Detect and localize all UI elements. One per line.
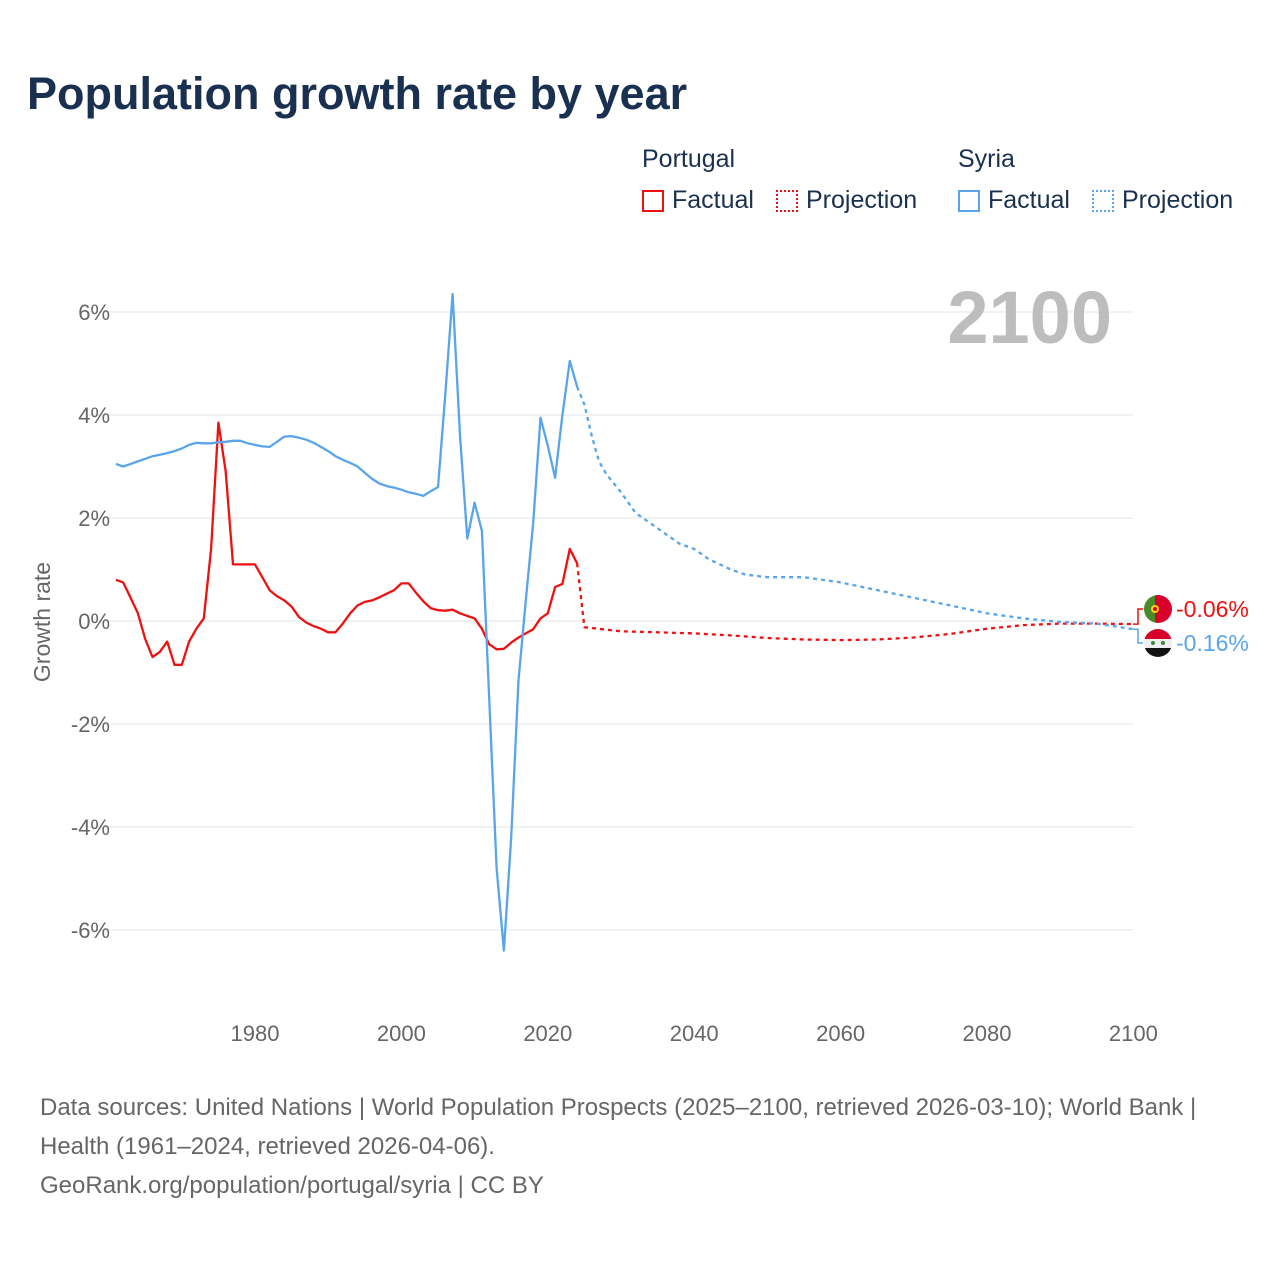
end-label-syria: -0.16% [1176, 630, 1249, 656]
series-syria-factual [115, 292, 579, 952]
series-portugal-projection [575, 563, 1134, 642]
flag-red [1155, 595, 1172, 623]
footer-credit[interactable]: GeoRank.org/population/portugal/syria | … [40, 1172, 544, 1199]
x-tick-label: 1980 [231, 1021, 280, 1046]
footer-sources: Data sources: United Nations | World Pop… [40, 1094, 1197, 1160]
flag-syria-icon [1144, 629, 1172, 657]
legend-swatch [1092, 189, 1114, 212]
flag-red [1144, 629, 1172, 639]
x-tick-label: 2100 [1109, 1021, 1158, 1046]
y-tick-label: 4% [78, 403, 110, 428]
x-tick-label: 2000 [377, 1021, 426, 1046]
x-tick-label: 2020 [523, 1021, 572, 1046]
flag-portugal-icon [1144, 595, 1172, 623]
x-tick-label: 2060 [816, 1021, 865, 1046]
legend-syria-heading: Syria [958, 145, 1015, 173]
y-tick-label: 0% [78, 609, 110, 634]
page-title: Population growth rate by year [27, 68, 688, 119]
flag-star [1151, 641, 1155, 645]
legend-syria-projection[interactable]: Projection [1092, 186, 1233, 215]
legend-portugal-heading: Portugal [642, 145, 736, 173]
end-label-connector [1133, 628, 1143, 644]
legend-syria-factual[interactable]: Factual [958, 186, 1070, 215]
x-tick-label: 2040 [670, 1021, 719, 1046]
x-tick-label: 2080 [963, 1021, 1012, 1046]
year-display: 2100 [947, 276, 1112, 359]
legend-swatch [642, 189, 664, 212]
flag-green [1144, 595, 1155, 623]
flag-star [1161, 641, 1165, 645]
legend-portugal-projection[interactable]: Projection [776, 186, 917, 215]
y-tick-label: 6% [78, 300, 110, 325]
flag-white [1144, 639, 1172, 648]
y-tick-label: -4% [71, 815, 110, 840]
flag-black [1144, 648, 1172, 657]
legend-swatch [958, 189, 980, 212]
y-tick-label: -6% [71, 918, 110, 943]
y-axis-label: Growth rate [29, 562, 55, 682]
series-portugal-factual [115, 421, 579, 666]
legend-portugal-factual[interactable]: Factual [642, 186, 754, 215]
y-tick-label: -2% [71, 712, 110, 737]
flag-emblem-inner [1153, 607, 1157, 611]
end-label-portugal: -0.06% [1176, 596, 1249, 622]
end-label-connector [1133, 608, 1143, 625]
footer: Data sources: United Nations | World Pop… [40, 1088, 1240, 1205]
y-tick-label: 2% [78, 506, 110, 531]
legend-swatch [776, 189, 798, 212]
series-syria-projection [576, 386, 1134, 631]
